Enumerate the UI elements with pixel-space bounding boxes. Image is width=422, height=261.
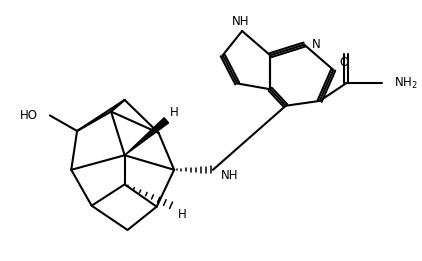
Text: N: N bbox=[312, 38, 321, 51]
Text: H: H bbox=[178, 208, 186, 221]
Text: NH$_2$: NH$_2$ bbox=[395, 76, 418, 91]
Text: O: O bbox=[339, 56, 349, 69]
Text: NH: NH bbox=[231, 15, 249, 28]
Text: H: H bbox=[170, 106, 179, 119]
Text: HO: HO bbox=[20, 109, 38, 122]
Text: NH: NH bbox=[221, 169, 238, 182]
Polygon shape bbox=[124, 118, 168, 155]
